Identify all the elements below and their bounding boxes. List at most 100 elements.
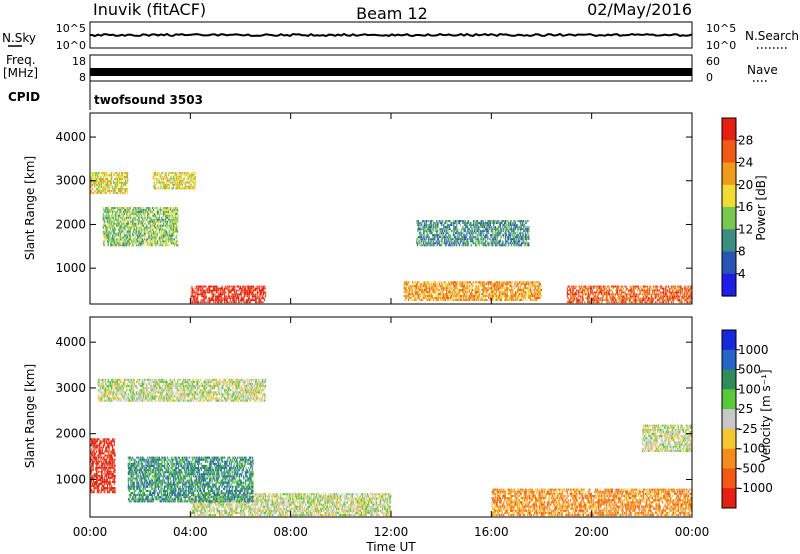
echo-cell	[428, 283, 430, 286]
echo-cell	[203, 289, 205, 292]
echo-cell	[583, 293, 585, 296]
echo-cell	[176, 242, 178, 245]
echo-cell	[627, 291, 629, 294]
echo-cell	[118, 208, 120, 211]
echo-cell	[507, 240, 509, 243]
echo-cell	[690, 285, 692, 288]
echo-cell	[152, 236, 154, 239]
echo-cell	[226, 297, 228, 300]
echo-cell	[494, 220, 496, 223]
echo-cell	[163, 183, 165, 186]
echo-cell	[434, 242, 436, 245]
echo-cell	[177, 216, 179, 219]
echo-cell	[121, 178, 123, 180]
echo-cell	[436, 297, 438, 299]
echo-cell	[438, 293, 441, 296]
echo-cell	[96, 174, 98, 176]
echo-cell	[197, 289, 199, 292]
echo-cell	[158, 185, 160, 188]
echo-cell	[419, 226, 421, 229]
echo-cell	[189, 183, 191, 186]
echo-cell	[448, 289, 450, 292]
echo-cell	[255, 297, 257, 300]
echo-cell	[452, 293, 454, 296]
echo-cell	[629, 293, 631, 296]
echo-cell	[417, 291, 419, 294]
echo-cell	[575, 295, 577, 298]
echo-cell	[651, 297, 653, 300]
echo-cell	[418, 299, 420, 301]
echo-cell	[139, 226, 141, 229]
echo-cell	[604, 291, 606, 294]
echo-cell	[427, 285, 429, 288]
echo-cell	[110, 207, 113, 209]
echo-cell	[590, 287, 592, 290]
echo-cell	[118, 189, 120, 192]
echo-cell	[494, 238, 496, 241]
echo-cell	[503, 234, 505, 237]
echo-cell	[609, 295, 611, 298]
echo-cell	[430, 299, 432, 301]
echo-cell	[673, 299, 675, 302]
echo-cell	[521, 291, 523, 294]
echo-cell	[463, 240, 465, 243]
echo-cell	[126, 242, 128, 245]
echo-cell	[468, 222, 470, 225]
echo-cell	[646, 299, 649, 302]
echo-cell	[656, 291, 658, 294]
echo-cell	[470, 244, 472, 247]
echo-cell	[249, 301, 252, 304]
echo-cell	[95, 181, 98, 184]
echo-cell	[631, 289, 633, 292]
echo-cell	[480, 232, 482, 235]
echo-cell	[232, 299, 234, 302]
echo-cell	[509, 224, 511, 227]
echo-cell	[113, 187, 115, 190]
echo-cell	[448, 285, 450, 288]
echo-cell	[199, 289, 201, 292]
echo-cell	[154, 187, 156, 190]
echo-cell	[659, 297, 661, 300]
echo-cell	[575, 291, 577, 294]
echo-cell	[112, 208, 114, 211]
echo-cell	[448, 238, 450, 241]
echo-cell	[452, 240, 454, 243]
echo-cell	[454, 234, 456, 237]
echo-cell	[434, 281, 436, 284]
echo-cell	[117, 180, 119, 182]
echo-cell	[619, 301, 621, 304]
echo-cell	[130, 242, 132, 245]
echo-cell	[414, 283, 416, 286]
echo-cell	[444, 283, 446, 286]
echo-cell	[156, 234, 159, 237]
echo-cell	[433, 226, 435, 229]
echo-cell	[415, 287, 417, 290]
echo-cell	[628, 301, 630, 304]
echo-cell	[258, 295, 260, 298]
echo-cell	[159, 207, 161, 209]
echo-cell	[605, 299, 607, 302]
echo-cell	[262, 291, 264, 294]
echo-cell	[178, 181, 180, 184]
echo-cell	[422, 295, 424, 297]
echo-cell	[540, 285, 542, 288]
echo-cell	[245, 301, 247, 304]
echo-cell	[655, 285, 657, 288]
echo-cell	[684, 295, 686, 298]
echo-cell	[163, 220, 165, 223]
echo-cell	[576, 299, 578, 302]
echo-cell	[436, 287, 438, 290]
echo-cell	[118, 181, 120, 184]
echo-cell	[457, 289, 459, 292]
echo-cell	[495, 234, 497, 237]
echo-cell	[167, 240, 170, 243]
echo-cell	[618, 285, 620, 288]
echo-cell	[195, 289, 197, 292]
echo-cell	[499, 238, 502, 241]
echo-cell	[603, 293, 605, 296]
echo-cell	[259, 295, 261, 298]
echo-cell	[410, 295, 412, 297]
echo-cell	[421, 287, 423, 290]
echo-cell	[498, 297, 500, 299]
echo-cell	[673, 293, 675, 296]
